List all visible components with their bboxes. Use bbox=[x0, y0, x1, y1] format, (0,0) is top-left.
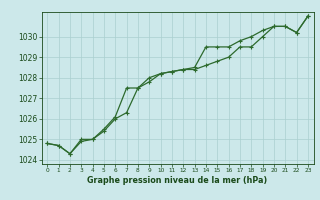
X-axis label: Graphe pression niveau de la mer (hPa): Graphe pression niveau de la mer (hPa) bbox=[87, 176, 268, 185]
